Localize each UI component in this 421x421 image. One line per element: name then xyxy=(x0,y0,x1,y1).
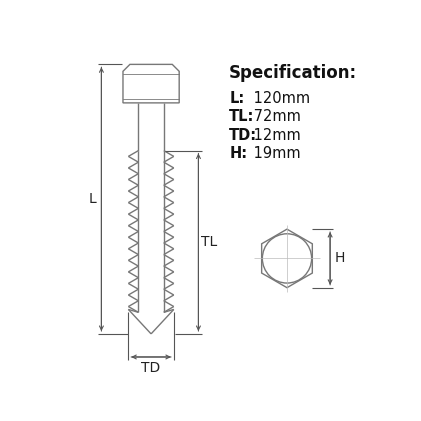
Text: 19mm: 19mm xyxy=(249,146,301,161)
Text: TL:: TL: xyxy=(229,109,255,124)
Text: H: H xyxy=(334,251,344,265)
Text: Specification:: Specification: xyxy=(229,64,357,83)
Text: 12mm: 12mm xyxy=(249,128,301,143)
Text: L:: L: xyxy=(229,91,245,106)
Text: TD:: TD: xyxy=(229,128,257,143)
Text: L: L xyxy=(89,192,97,206)
Text: TD: TD xyxy=(141,361,161,375)
Text: 72mm: 72mm xyxy=(249,109,301,124)
Text: H:: H: xyxy=(229,146,248,161)
Text: TL: TL xyxy=(201,235,217,249)
Text: 120mm: 120mm xyxy=(249,91,310,106)
